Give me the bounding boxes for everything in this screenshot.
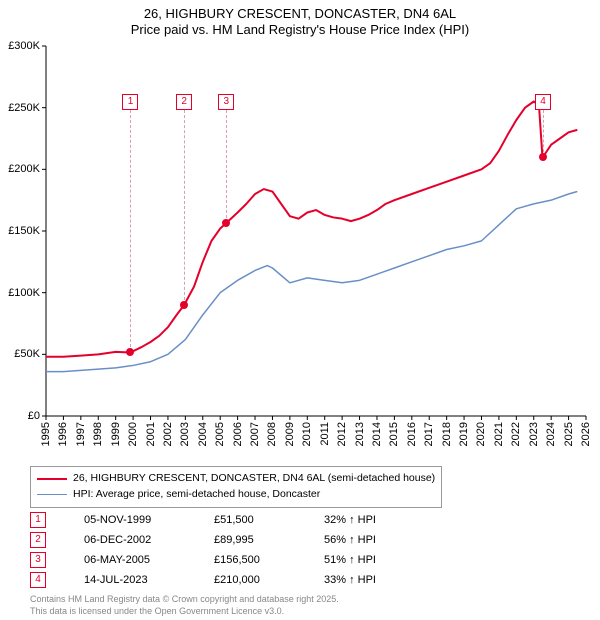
attribution: Contains HM Land Registry data © Crown c… (30, 594, 339, 617)
x-tick-label: 2020 (475, 422, 487, 446)
sale-marker-box: 4 (535, 94, 551, 110)
x-tick-label: 2001 (145, 422, 157, 446)
x-tick-label: 2022 (510, 422, 522, 446)
legend: 26, HIGHBURY CRESCENT, DONCASTER, DN4 6A… (30, 466, 442, 508)
sale-row-delta: 56% ↑ HPI (324, 534, 434, 546)
legend-row: HPI: Average price, semi-detached house,… (37, 487, 435, 503)
x-tick-label: 1998 (92, 422, 104, 446)
legend-swatch (37, 494, 67, 495)
y-tick-label: £0 (0, 410, 40, 422)
sale-row-date: 05-NOV-1999 (84, 514, 214, 526)
x-tick-label: 1997 (75, 422, 87, 446)
sale-row-marker: 2 (30, 532, 46, 548)
y-tick-label: £100K (0, 287, 40, 299)
x-tick-label: 2004 (197, 422, 209, 446)
x-tick-label: 2023 (528, 422, 540, 446)
sale-row-delta: 32% ↑ HPI (324, 514, 434, 526)
x-tick-label: 2016 (406, 422, 418, 446)
x-tick-label: 2003 (179, 422, 191, 446)
x-tick-label: 1995 (40, 422, 52, 446)
sale-row: 4 14-JUL-2023£210,00033% ↑ HPI (30, 570, 434, 590)
x-tick-label: 2007 (249, 422, 261, 446)
sale-row-price: £89,995 (214, 534, 324, 546)
sale-marker-line (184, 110, 185, 306)
x-tick-label: 2019 (458, 422, 470, 446)
y-tick-label: £250K (0, 102, 40, 114)
sale-row-date: 14-JUL-2023 (84, 574, 214, 586)
y-tick-label: £50K (0, 348, 40, 360)
x-tick-label: 2015 (388, 422, 400, 446)
x-tick-label: 2009 (284, 422, 296, 446)
chart-area: £0£50K£100K£150K£200K£250K£300K199519961… (46, 46, 586, 416)
x-tick-label: 2000 (127, 422, 139, 446)
sale-row: 1 05-NOV-1999£51,50032% ↑ HPI (30, 510, 434, 530)
x-tick-label: 2006 (232, 422, 244, 446)
sale-row-marker: 1 (30, 512, 46, 528)
series-price_paid (46, 102, 577, 357)
sale-row-price: £51,500 (214, 514, 324, 526)
title-line-2: Price paid vs. HM Land Registry's House … (0, 22, 600, 38)
legend-row: 26, HIGHBURY CRESCENT, DONCASTER, DN4 6A… (37, 471, 435, 487)
x-tick-label: 2018 (441, 422, 453, 446)
x-tick-label: 2013 (354, 422, 366, 446)
legend-label: 26, HIGHBURY CRESCENT, DONCASTER, DN4 6A… (73, 471, 435, 487)
x-tick-label: 2011 (319, 422, 331, 446)
sales-table: 1 05-NOV-1999£51,50032% ↑ HPI 2 06-DEC-2002… (30, 510, 434, 590)
sale-marker-box: 3 (218, 94, 234, 110)
x-tick-label: 2025 (563, 422, 575, 446)
sale-row-price: £156,500 (214, 554, 324, 566)
sale-marker-box: 1 (122, 94, 138, 110)
sale-marker-line (543, 110, 544, 158)
sale-row: 3 06-MAY-2005£156,50051% ↑ HPI (30, 550, 434, 570)
x-tick-label: 2005 (214, 422, 226, 446)
y-tick-label: £200K (0, 163, 40, 175)
sale-row-delta: 51% ↑ HPI (324, 554, 434, 566)
sale-marker-line (226, 110, 227, 223)
x-tick-label: 2021 (493, 422, 505, 446)
sale-row-marker: 3 (30, 552, 46, 568)
sale-row-delta: 33% ↑ HPI (324, 574, 434, 586)
series-hpi (46, 192, 577, 372)
x-tick-label: 2017 (423, 422, 435, 446)
title-line-1: 26, HIGHBURY CRESCENT, DONCASTER, DN4 6A… (0, 6, 600, 22)
chart-container: 26, HIGHBURY CRESCENT, DONCASTER, DN4 6A… (0, 0, 600, 620)
sale-row: 2 06-DEC-2002£89,99556% ↑ HPI (30, 530, 434, 550)
sale-marker-dot (126, 348, 134, 356)
x-tick-label: 2012 (336, 422, 348, 446)
title-block: 26, HIGHBURY CRESCENT, DONCASTER, DN4 6A… (0, 0, 600, 39)
attribution-line-1: Contains HM Land Registry data © Crown c… (30, 594, 339, 606)
x-tick-label: 2026 (580, 422, 592, 446)
legend-label: HPI: Average price, semi-detached house,… (73, 487, 320, 503)
sale-row-date: 06-MAY-2005 (84, 554, 214, 566)
sale-marker-line (130, 110, 131, 353)
y-tick-label: £300K (0, 40, 40, 52)
sale-row-price: £210,000 (214, 574, 324, 586)
x-tick-label: 2024 (545, 422, 557, 446)
x-tick-label: 2014 (371, 422, 383, 446)
x-tick-label: 2002 (162, 422, 174, 446)
x-tick-label: 1996 (57, 422, 69, 446)
sale-row-date: 06-DEC-2002 (84, 534, 214, 546)
x-tick-label: 1999 (110, 422, 122, 446)
attribution-line-2: This data is licensed under the Open Gov… (30, 606, 339, 618)
legend-swatch (37, 478, 67, 480)
x-tick-label: 2010 (301, 422, 313, 446)
sale-marker-dot (222, 219, 230, 227)
sale-marker-dot (539, 153, 547, 161)
sale-marker-dot (180, 301, 188, 309)
sale-row-marker: 4 (30, 572, 46, 588)
x-tick-label: 2008 (266, 422, 278, 446)
y-tick-label: £150K (0, 225, 40, 237)
sale-marker-box: 2 (176, 94, 192, 110)
